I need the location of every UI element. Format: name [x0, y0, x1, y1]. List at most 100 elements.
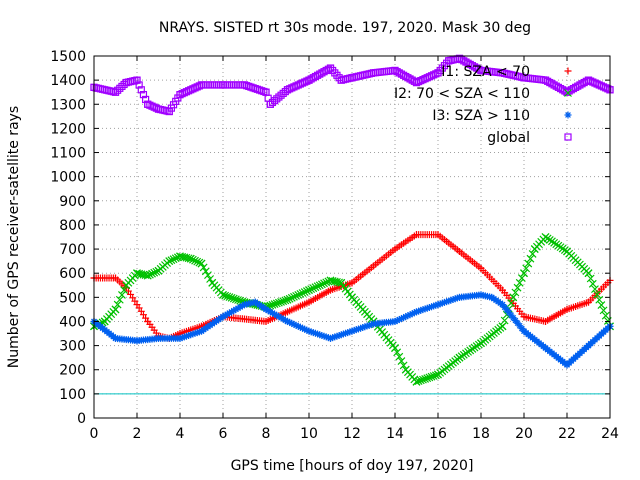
- data-point-interp: [399, 361, 408, 370]
- data-point-interp: [206, 275, 215, 283]
- data-point-interp: [425, 303, 433, 311]
- data-point-interp: [324, 65, 332, 73]
- data-point-interp: [601, 311, 610, 320]
- data-point-interp: [412, 377, 421, 386]
- data-point-interp: [232, 305, 240, 313]
- data-point-interp: [335, 331, 343, 339]
- data-point-interp: [604, 85, 612, 93]
- data-point-interp: [327, 334, 334, 342]
- data-point-interp: [279, 89, 287, 98]
- data-point-interp: [346, 328, 354, 336]
- data-point-interp: [425, 373, 434, 382]
- data-point-interp: [219, 290, 227, 299]
- data-point-interp: [391, 344, 399, 352]
- data-point-interp: [317, 280, 326, 289]
- data-point-interp: [279, 297, 288, 306]
- data-point-interp: [279, 315, 287, 323]
- data-point-interp: [451, 295, 459, 303]
- data-point-interp: [602, 84, 610, 92]
- data-point-interp: [432, 301, 440, 309]
- data-point-interp: [305, 327, 313, 335]
- data-point-interp: [264, 307, 272, 315]
- data-point-interp: [210, 81, 218, 89]
- data-point-interp: [234, 304, 242, 312]
- data-point-interp: [111, 305, 120, 314]
- data-point-interp: [419, 306, 427, 314]
- data-point-interp: [311, 329, 319, 337]
- data-point-interp: [228, 308, 236, 316]
- data-point-interp: [357, 324, 365, 332]
- data-point-interp: [443, 298, 451, 306]
- data-point-interp: [524, 259, 533, 268]
- data-point-interp: [447, 296, 455, 304]
- data-point-interp: [202, 81, 210, 89]
- data-point-interp: [277, 297, 285, 306]
- data-point-interp: [271, 97, 279, 105]
- data-point-interp: [187, 331, 195, 339]
- data-point-interp: [344, 329, 352, 337]
- y-axis-label: Number of GPS receiver-satellite rays: [6, 106, 22, 368]
- data-point-interp: [299, 324, 307, 332]
- data-point-interp: [324, 334, 332, 342]
- data-point-interp: [275, 93, 283, 101]
- data-point-interp: [186, 254, 195, 263]
- data-point-interp: [275, 313, 283, 321]
- data-point-interp: [288, 319, 296, 327]
- y-tick-label: 1300: [50, 97, 86, 113]
- data-point-interp: [223, 310, 231, 318]
- data-point-interp: [294, 322, 302, 330]
- data-point-interp: [286, 318, 294, 326]
- y-tick-label: 1200: [50, 121, 86, 137]
- y-tick-label: 1400: [50, 73, 86, 89]
- data-point-interp: [238, 302, 246, 310]
- data-point-interp: [509, 293, 518, 302]
- data-point-interp: [333, 332, 341, 340]
- data-point-interp: [120, 286, 129, 295]
- data-point-interp: [595, 295, 604, 304]
- data-point-interp: [397, 315, 405, 323]
- data-point-interp: [331, 333, 339, 341]
- data-point-interp: [430, 302, 438, 310]
- data-point-interp: [305, 286, 313, 295]
- data-point-interp: [348, 327, 356, 335]
- data-point-interp: [165, 257, 174, 266]
- data-point-interp: [262, 305, 270, 313]
- data-point-interp: [228, 81, 236, 89]
- data-point-interp: [597, 301, 606, 309]
- data-point-interp: [402, 313, 410, 321]
- data-point-interp: [498, 322, 507, 331]
- data-point-interp: [201, 267, 210, 276]
- data-point-interp: [294, 290, 303, 299]
- data-point-interp: [395, 352, 404, 361]
- data-point-interp: [423, 374, 432, 383]
- data-point-interp: [311, 283, 320, 292]
- data-point-interp: [178, 334, 186, 342]
- legend-marker: [564, 89, 572, 97]
- data-point-interp: [391, 317, 399, 325]
- data-point-interp: [189, 330, 197, 338]
- data-point-interp: [273, 311, 281, 319]
- data-point-interp: [363, 322, 371, 330]
- data-point-interp: [322, 333, 330, 341]
- data-point-interp: [513, 283, 522, 292]
- data-point-interp: [313, 282, 322, 291]
- data-point-interp: [215, 81, 223, 89]
- x-tick-label: 0: [90, 426, 99, 442]
- data-point-interp: [230, 81, 238, 89]
- data-point-interp: [225, 81, 234, 89]
- legend-marker: [564, 133, 572, 141]
- data-point-interp: [314, 330, 322, 338]
- data-point-interp: [133, 76, 141, 84]
- data-point-interp: [225, 293, 234, 302]
- data-point-interp: [225, 309, 233, 317]
- data-point-interp: [584, 269, 593, 278]
- data-point-interp: [292, 321, 300, 329]
- y-tick-label: 1500: [50, 49, 86, 65]
- data-point-interp: [204, 81, 212, 89]
- data-point-interp: [500, 316, 509, 325]
- data-point-interp: [167, 256, 176, 265]
- data-point-interp: [135, 81, 143, 89]
- data-point-interp: [193, 329, 201, 337]
- x-axis-ticks: 0 2 4 6 8 10 12 14 16 18 20 22 24: [90, 56, 619, 442]
